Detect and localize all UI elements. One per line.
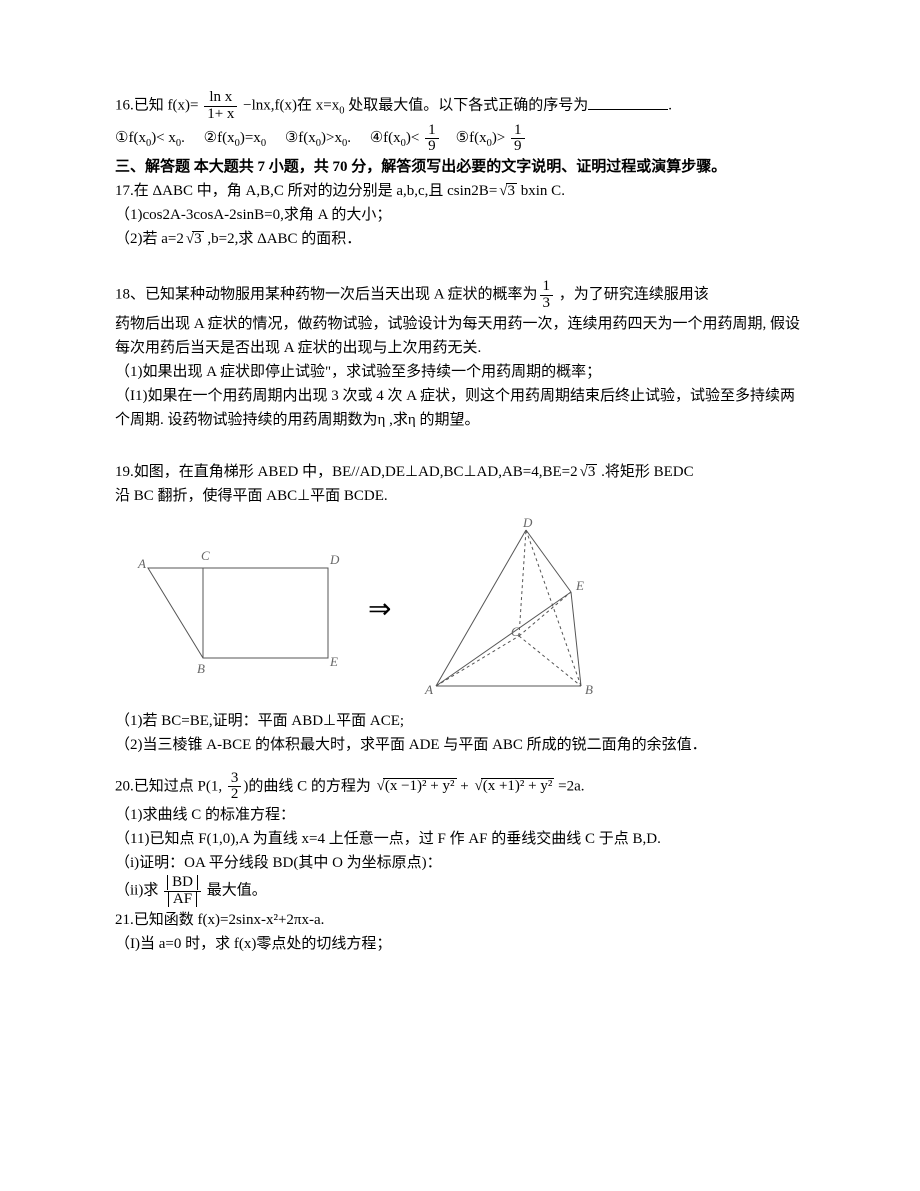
q20-line1: 20.已知过点 P(1, 32)的曲线 C 的方程为 (x −1)² + y² … — [115, 771, 805, 804]
q16-options: ①f(x0)< x0. ②f(x0)=x0 ③f(x0)>x0. ④f(x0)<… — [115, 123, 805, 156]
svg-text:E: E — [329, 654, 338, 669]
q18-line2: 药物后出现 A 症状的情况，做药物试验，试验设计为每天用药一次，连续用药四天为一… — [115, 312, 805, 360]
q19-line1: 19.如图，在直角梯形 ABED 中，BE//AD,DE⊥AD,BC⊥AD,AB… — [115, 460, 805, 484]
q18-line1: 18、已知某种动物服用某种药物一次后当天出现 A 症状的概率为13 ，为了研究连… — [115, 279, 805, 312]
q16-pre: 16.已知 f(x)= — [115, 98, 202, 114]
q20-line2: （1)求曲线 C 的标准方程： — [115, 803, 805, 827]
q19-line1c: 沿 BC 翻折，使得平面 ABC⊥平面 BCDE. — [115, 484, 805, 508]
q16-period: . — [668, 98, 672, 114]
q16-frac: ln x 1+ x — [204, 90, 237, 123]
svg-text:D: D — [329, 552, 340, 567]
q20-line5: （ii)求 BD AF 最大值。 — [115, 875, 805, 908]
q16-line1: 16.已知 f(x)= ln x 1+ x −lnx,f(x)在 x=x0 处取… — [115, 90, 805, 123]
svg-text:E: E — [575, 578, 584, 593]
q16-blank — [588, 94, 668, 110]
section3-title: 三、解答题 本大题共 7 小题，共 70 分，解答须写出必要的文字说明、证明过程… — [115, 155, 805, 179]
q17-line3: （2)若 a=23 ,b=2,求 ΔABC 的面积． — [115, 227, 805, 251]
arrow-icon: ⇒ — [368, 588, 391, 633]
q16-sub: 0 — [339, 106, 344, 117]
q17-line2: （1)cos2A-3cosA-2sinB=0,求角 A 的大小； — [115, 203, 805, 227]
q20-line4: （i)证明：OA 平分线段 BD(其中 O 为坐标原点)： — [115, 851, 805, 875]
sqrt-icon: 3 — [497, 179, 517, 203]
figure-trapezoid: A C D B E — [133, 538, 348, 683]
q20-line3: （11)已知点 F(1,0),A 为直线 x=4 上任意一点，过 F 作 AF … — [115, 827, 805, 851]
figure-3d: D E C A B — [411, 518, 621, 703]
q19-line3: （2)当三棱锥 A-BCE 的体积最大时，求平面 ADE 与平面 ABC 所成的… — [115, 733, 805, 757]
q16-mid: −lnx,f(x)在 x=x — [243, 98, 339, 114]
q16-opt4: ④f(x0)< 19 — [370, 130, 441, 146]
q19-line2: （1)若 BC=BE,证明：平面 ABD⊥平面 ACE; — [115, 709, 805, 733]
q18-line3: （1)如果出现 A 症状即停止试验"，求试验至多持续一个用药周期的概率； — [115, 360, 805, 384]
q16-after: 处取最大值。以下各式正确的序号为 — [348, 98, 588, 114]
q16-opt3: ③f(x0)>x0. — [285, 130, 351, 146]
sqrt-icon: (x +1)² + y² — [472, 774, 554, 798]
svg-text:B: B — [585, 682, 593, 697]
svg-text:A: A — [137, 556, 146, 571]
q21-line1: 21.已知函数 f(x)=2sinx-x²+2πx-a. — [115, 908, 805, 932]
svg-text:A: A — [424, 682, 433, 697]
sqrt-icon: (x −1)² + y² — [375, 774, 457, 798]
q18-line4: （I1)如果在一个用药周期内出现 3 次或 4 次 A 症状，则这个用药周期结束… — [115, 384, 805, 432]
q16-opt1: ①f(x0)< x0. — [115, 130, 185, 146]
sqrt-icon: 3 — [184, 227, 204, 251]
q17-line1: 17.在 ΔABC 中，角 A,B,C 所对的边分别是 a,b,c,且 csin… — [115, 179, 805, 203]
sqrt-icon: 3 — [578, 460, 598, 484]
svg-text:B: B — [197, 661, 205, 676]
svg-text:C: C — [511, 624, 520, 639]
q19-figures: A C D B E ⇒ D E C A B — [133, 518, 805, 703]
q16-opt5: ⑤f(x0)> 19 — [456, 130, 527, 146]
svg-text:C: C — [201, 548, 210, 563]
svg-text:D: D — [522, 518, 533, 530]
q16-opt2: ②f(x0)=x0 — [204, 130, 266, 146]
q21-line2: （I)当 a=0 时，求 f(x)零点处的切线方程； — [115, 932, 805, 956]
